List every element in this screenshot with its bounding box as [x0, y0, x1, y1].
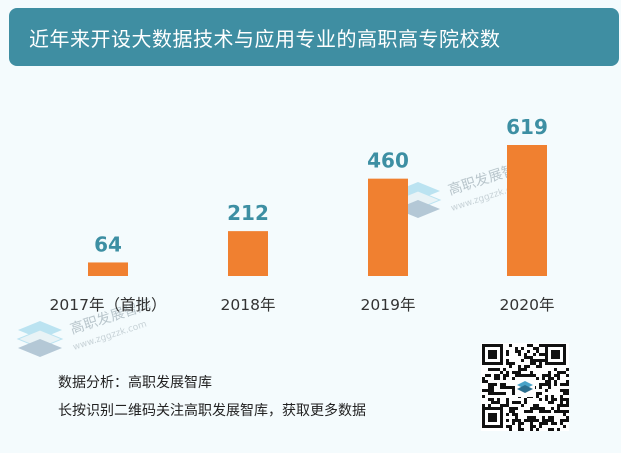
data-label-4: 619 [506, 115, 548, 139]
bar-3 [368, 178, 408, 276]
data-label-1: 64 [94, 232, 122, 256]
category-label-1: 2017年（首批） [50, 296, 167, 314]
bar-1 [88, 262, 128, 276]
category-label-4: 2020年 [500, 296, 555, 314]
qr-code[interactable] [481, 343, 569, 431]
data-label-2: 212 [227, 201, 269, 225]
data-label-3: 460 [367, 149, 409, 173]
bar-2 [228, 231, 268, 276]
category-label-2: 2018年 [221, 296, 276, 314]
watermark-logo-icon [16, 321, 64, 357]
bar-group: 64 2017年（首批） 212 2018年 460 2019年 619 2020年 [50, 115, 555, 314]
qr-code-pattern [482, 344, 569, 431]
data-source-text: 数据分析：高职发展智库 [58, 375, 212, 391]
chart-title-banner: 近年来开设大数据技术与应用专业的高职高专院校数 [9, 8, 619, 66]
category-label-3: 2019年 [361, 296, 416, 314]
qr-instruction-text: 长按识别二维码关注高职发展智库，获取更多数据 [58, 403, 366, 419]
chart-title: 近年来开设大数据技术与应用专业的高职高专院校数 [29, 26, 501, 51]
bar-4 [507, 145, 547, 276]
